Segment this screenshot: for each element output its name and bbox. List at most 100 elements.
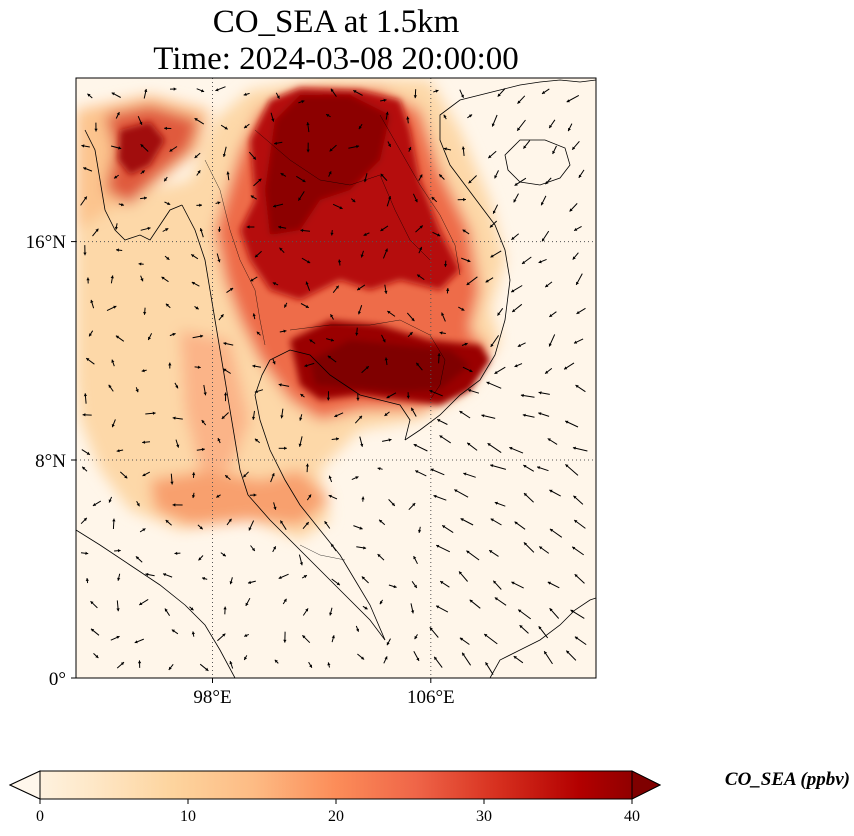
wind-arrow-head [522, 413, 526, 417]
wind-arrow-head [490, 464, 494, 468]
wind-arrow-head [485, 279, 489, 283]
wind-arrow-head [337, 259, 342, 263]
wind-arrow-head [223, 342, 227, 346]
wind-arrow-head [306, 122, 310, 126]
wind-arrow-head [574, 340, 578, 344]
wind-arrow-head [118, 146, 122, 150]
wind-arrow-head [575, 385, 579, 388]
colorbar-tick-0: 0 [36, 808, 44, 825]
wind-arrow-head [136, 503, 140, 507]
wind-arrow-head [90, 299, 94, 303]
wind-arrow-head [408, 147, 412, 151]
wind-arrow-head [274, 141, 277, 145]
wind-arrow-head [418, 529, 422, 533]
wind-arrow-head [363, 232, 367, 236]
wind-arrow-head [164, 608, 168, 612]
wind-arrow-head [409, 332, 413, 336]
wind-arrow-head [165, 520, 169, 524]
wind-arrow-head [523, 145, 527, 149]
wind-arrow-head [547, 438, 551, 442]
wind-arrow-head [462, 652, 466, 656]
wind-arrow-head [489, 224, 494, 228]
wind-arrow-head [203, 392, 207, 396]
wind-arrow-head [462, 229, 466, 233]
wind-arrow-head [256, 331, 260, 335]
wind-arrow-head [383, 98, 387, 102]
wind-arrow-head [459, 571, 462, 575]
wind-arrow-head [141, 170, 145, 174]
wind-arrow-head [437, 353, 441, 356]
lat-label-8: 8°N [35, 451, 66, 472]
wind-arrow-head [549, 124, 553, 129]
wind-arrow-head [414, 199, 418, 203]
lon-label-98: 98°E [193, 687, 231, 708]
lon-label-106: 106°E [407, 687, 455, 708]
wind-arrow-head [89, 333, 92, 337]
wind-arrow-head [305, 281, 309, 285]
wind-arrow-head [115, 335, 120, 339]
wind-arrow-head [224, 126, 228, 130]
wind-arrow-head [331, 543, 334, 547]
wind-arrow-head [434, 656, 438, 660]
wind-arrow-head [86, 358, 90, 361]
wind-arrow-head [86, 277, 90, 281]
wind-arrow-head [542, 90, 546, 94]
wind-arrow-head [278, 225, 282, 229]
wind-arrow-head [271, 118, 275, 122]
country-borders [204, 114, 461, 561]
wind-arrow-head [363, 546, 367, 550]
wind-arrow-head [487, 443, 491, 447]
wind-arrow-head [442, 525, 446, 529]
wind-arrow-head [163, 573, 167, 577]
wind-arrow-head [116, 449, 120, 453]
wind-arrow-head [143, 311, 147, 315]
wind-arrow-head [326, 397, 330, 401]
wind-arrow-head [384, 357, 388, 361]
wind-arrow-head [419, 174, 423, 178]
wind-arrow-head [416, 657, 420, 661]
wind-arrow-head [512, 309, 516, 312]
wind-arrow-head [116, 112, 120, 116]
wind-arrow-head [215, 88, 219, 92]
wind-arrow-head [379, 519, 383, 523]
wind-arrow-head [509, 446, 513, 450]
wind-arrow-head [223, 392, 228, 396]
wind-arrow-head [545, 181, 549, 185]
wind-arrow-head [357, 311, 361, 315]
wind-arrow-head [83, 196, 87, 200]
lat-label-0: 0° [49, 669, 66, 690]
wind-arrow-head [377, 554, 381, 558]
wind-arrow-head [278, 383, 282, 387]
wind-arrow-head [284, 304, 288, 308]
wind-arrow-head [380, 228, 384, 231]
wind-arrow-head [173, 87, 177, 91]
wind-arrow-head [142, 528, 146, 532]
wind-arrow-head [417, 274, 421, 278]
wind-arrow-head [324, 521, 328, 525]
wind-arrow-head [141, 369, 145, 373]
wind-arrow-head [511, 236, 515, 240]
wind-arrow-head [413, 584, 417, 588]
border-thailand-cambodia [289, 319, 401, 331]
wind-arrow-head [145, 572, 149, 577]
coastline-sumatra [76, 529, 236, 678]
wind-arrow-head [572, 546, 576, 550]
wind-arrow-head [272, 361, 276, 365]
wind-arrow-shaft [487, 442, 502, 454]
wind-arrow-head [511, 581, 515, 585]
wind-arrow-head [228, 518, 232, 522]
wind-arrow-head [217, 438, 221, 442]
wind-arrow-head [216, 494, 220, 498]
colorbar-label: CO_SEA (ppbv) [724, 769, 850, 790]
wind-arrow-head [223, 368, 227, 372]
wind-arrow-head [568, 127, 571, 132]
wind-arrow-head [246, 225, 250, 229]
wind-arrow-head [309, 664, 312, 668]
wind-arrow-head [95, 228, 99, 232]
wind-arrow-head [522, 260, 526, 264]
wind-arrow-head [152, 411, 156, 415]
wind-arrow-head [299, 417, 303, 421]
wind-arrow-head [192, 472, 196, 476]
lon-tick-labels: 98°E 106°E [193, 687, 454, 708]
wind-arrow-head [572, 256, 576, 260]
